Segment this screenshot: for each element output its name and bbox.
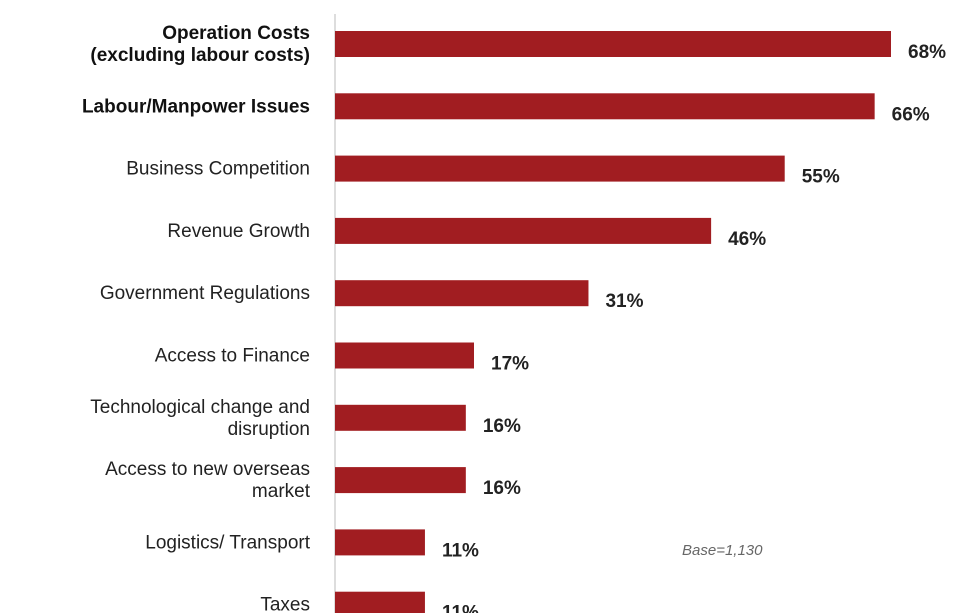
bar (335, 591, 425, 613)
bar (335, 342, 474, 369)
bar (335, 467, 466, 494)
category-label: Taxes (260, 595, 310, 613)
bar-row: 11% Taxes (260, 591, 479, 613)
bar-row: 16% Technological change and disruption (90, 397, 521, 440)
bar-row: 66% Labour/Manpower Issues (82, 93, 930, 125)
bar (335, 155, 785, 182)
base-annotation: Base=1,130 (682, 542, 763, 559)
category-label: Labour/Manpower Issues (82, 96, 310, 117)
value-label: 11% (442, 603, 479, 613)
value-label: 68% (908, 42, 946, 63)
value-label: 11% (442, 540, 479, 561)
value-label: 46% (728, 229, 766, 250)
bar-row: 55% Business Competition (126, 155, 840, 188)
category-label: Business Competition (126, 159, 310, 180)
bar (335, 280, 589, 307)
category-label: Technological change and disruption (90, 397, 310, 440)
bar-row: 11% Logistics/ Transport (145, 529, 479, 561)
category-label: Operation Costs (excluding labour costs) (90, 23, 310, 66)
value-label: 55% (802, 167, 840, 188)
value-label: 16% (483, 416, 521, 437)
chart-rows: 68% Operation Costs (excluding labour cost… (82, 23, 946, 613)
value-label: 31% (605, 291, 643, 312)
category-label: Government Regulations (100, 283, 310, 304)
category-label: Access to Finance (155, 346, 310, 367)
bar-row: 68% Operation Costs (excluding labour cost… (90, 23, 946, 66)
category-label: Logistics/ Transport (145, 532, 310, 553)
value-label: 17% (491, 354, 529, 375)
bar-row: 31% Government Regulations (100, 280, 644, 312)
category-label: Access to new overseas market (105, 459, 311, 502)
category-label: Revenue Growth (167, 221, 310, 242)
value-label: 16% (483, 478, 521, 499)
bar (335, 404, 466, 431)
bar (335, 31, 891, 57)
bar-row: 17% Access to Finance (155, 342, 529, 375)
bar (335, 93, 875, 120)
bar-row: 16% Access to new overseas market (105, 459, 521, 502)
bar-row: 46% Revenue Growth (167, 217, 766, 250)
bar (335, 217, 712, 244)
value-label: 66% (892, 104, 930, 125)
bar (335, 529, 425, 556)
